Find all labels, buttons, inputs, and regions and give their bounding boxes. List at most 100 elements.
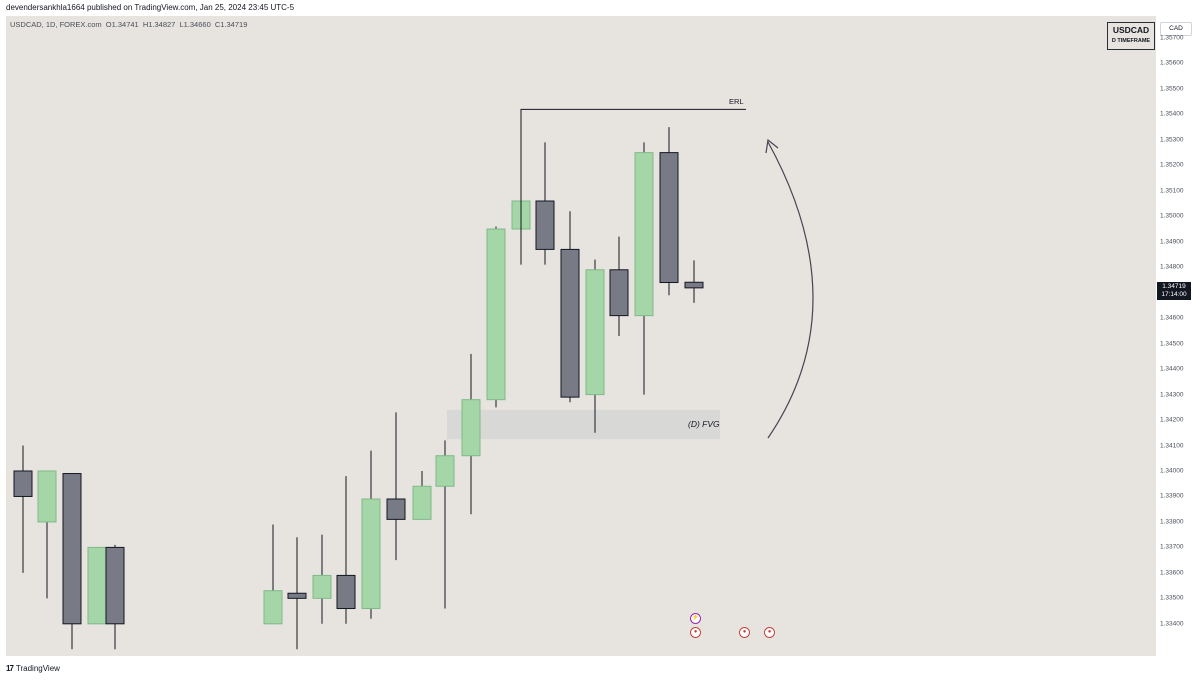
candle	[336, 476, 356, 624]
legend-symbol[interactable]: USDCAD, 1D, FOREX.com	[10, 20, 102, 29]
bear-candle-body	[13, 470, 33, 497]
price-tick: 1.35600	[1160, 59, 1184, 67]
symbol-name: USDCAD	[1112, 25, 1150, 35]
price-tick: 1.34500	[1160, 340, 1184, 348]
bull-candle-body	[37, 470, 57, 523]
bull-candle-body	[263, 590, 283, 625]
bull-candle-body	[461, 399, 481, 457]
bear-candle-body	[560, 248, 580, 398]
lightning-event-icon[interactable]: ⚡	[690, 613, 701, 624]
price-tick: 1.34400	[1160, 365, 1184, 373]
price-tick: 1.35500	[1160, 85, 1184, 93]
price-tick: 1.33700	[1160, 543, 1184, 551]
bear-candle-body	[535, 200, 555, 250]
bull-candle-body	[312, 574, 332, 599]
candle	[486, 226, 506, 408]
ohlc-legend: USDCAD, 1D, FOREX.com O1.34741 H1.34827 …	[10, 20, 249, 29]
price-tick: 1.33900	[1160, 492, 1184, 500]
fvg-label: (D) FVG	[688, 418, 720, 429]
symbol-watermark-box: USDCAD D TIMEFRAME	[1107, 22, 1155, 50]
price-tick: 1.34300	[1160, 391, 1184, 399]
candle	[659, 127, 679, 296]
candle	[684, 260, 704, 303]
publisher-bar: devendersankhla1664 published on Trading…	[0, 0, 1200, 16]
candle	[634, 142, 654, 395]
bear-candle-body	[336, 574, 356, 610]
bull-candle-body	[486, 228, 506, 401]
chart-pane[interactable]: USDCAD, 1D, FOREX.com O1.34741 H1.34827 …	[6, 16, 1156, 656]
tradingview-logo-icon: 17	[6, 664, 14, 673]
symbol-timeframe: D TIMEFRAME	[1111, 38, 1151, 44]
candle	[461, 353, 481, 515]
candle	[609, 236, 629, 336]
price-tick: 1.33600	[1160, 569, 1184, 577]
bull-candle-body	[361, 498, 381, 610]
candle	[386, 412, 406, 561]
price-tick: 1.34800	[1160, 263, 1184, 271]
candle	[62, 473, 82, 650]
price-tick: 1.35300	[1160, 136, 1184, 144]
candle	[560, 211, 580, 403]
price-tick: 1.34900	[1160, 238, 1184, 246]
candle	[287, 537, 307, 650]
last-price-label: 1.34719 17:14:00	[1157, 281, 1191, 300]
price-tick: 1.34600	[1160, 314, 1184, 322]
candles-layer	[13, 109, 704, 650]
candle	[13, 445, 33, 573]
legend-low: L1.34660	[179, 20, 211, 29]
us-flag-event-icon[interactable]: ●	[739, 627, 750, 638]
bear-candle-body	[62, 473, 82, 625]
candle	[361, 450, 381, 619]
bear-candle-body	[287, 592, 307, 599]
us-flag-event-icon[interactable]: ●	[764, 627, 775, 638]
bear-candle-body	[386, 498, 406, 520]
price-tick: 1.35100	[1160, 187, 1184, 195]
candle	[535, 142, 555, 265]
bar-countdown: 17:14:00	[1161, 290, 1187, 298]
bear-candle-body	[105, 546, 125, 625]
last-price-value: 1.34719	[1162, 282, 1186, 290]
tradingview-logo[interactable]: 17 TradingView	[6, 664, 60, 673]
erl-label: ERL	[729, 97, 744, 107]
bull-candle-body	[435, 455, 455, 487]
bear-candle-body	[609, 269, 629, 317]
price-tick: 1.34100	[1160, 442, 1184, 450]
candle	[585, 259, 605, 433]
erl-line	[520, 108, 746, 265]
fvg-zone	[447, 409, 720, 440]
legend-high: H1.34827	[142, 20, 176, 29]
projection-arrow	[767, 141, 814, 439]
footer: 17 TradingView	[0, 656, 1200, 680]
price-tick: 1.33500	[1160, 594, 1184, 602]
price-axis[interactable]: CAD 1.35700 1.35600 1.35500 1.35400 1.35300 1…	[1156, 16, 1200, 656]
candlestick-chart[interactable]	[6, 16, 1156, 656]
bull-candle-body	[585, 269, 605, 396]
candle	[87, 546, 107, 625]
currency-button[interactable]: CAD	[1160, 22, 1192, 36]
price-tick: 1.33800	[1160, 518, 1184, 526]
us-flag-event-icon[interactable]: ●	[690, 627, 701, 638]
publisher-line: devendersankhla1664 published on Trading…	[6, 3, 295, 12]
candle	[435, 440, 455, 609]
candle	[412, 470, 432, 520]
price-tick: 1.35700	[1160, 34, 1184, 42]
candle	[37, 470, 57, 599]
fvg-layer	[447, 409, 720, 440]
bull-candle-body	[87, 546, 107, 625]
bear-candle-body	[659, 152, 679, 284]
price-tick: 1.35400	[1160, 110, 1184, 118]
bear-candle-body	[684, 281, 704, 289]
candle	[312, 534, 332, 624]
bull-candle-body	[412, 485, 432, 520]
price-tick: 1.34000	[1160, 467, 1184, 475]
candle	[263, 524, 283, 625]
tradingview-brand: TradingView	[15, 664, 60, 673]
candle	[105, 544, 125, 650]
drawing-layer	[520, 108, 814, 439]
price-tick: 1.35200	[1160, 161, 1184, 169]
price-tick: 1.35000	[1160, 212, 1184, 220]
price-tick: 1.34200	[1160, 416, 1184, 424]
price-tick: 1.33400	[1160, 620, 1184, 628]
legend-close: C1.34719	[214, 20, 248, 29]
bull-candle-body	[634, 152, 654, 317]
